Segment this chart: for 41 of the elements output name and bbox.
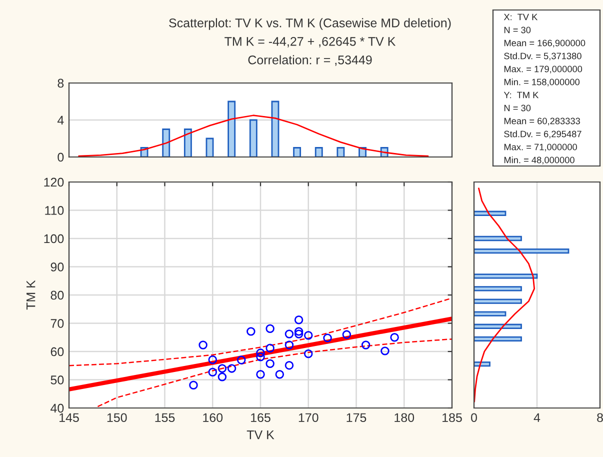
- text: Max. = 179,000000: [504, 66, 582, 74]
- text: Max. = 71,000000: [504, 144, 577, 152]
- y-tick-label: 100: [44, 234, 64, 244]
- x-tick-label: 8: [597, 413, 603, 422]
- x-tick-label: 150: [107, 413, 127, 422]
- text: Std.Dv. = 6,295487: [504, 130, 582, 138]
- text: Min. = 158,000000: [504, 78, 580, 86]
- text: Std.Dv. = 5,371380: [504, 52, 582, 60]
- x-tick-label: 4: [534, 413, 540, 422]
- x-tick-label: 185: [442, 413, 462, 422]
- x-tick-label: 180: [394, 413, 414, 422]
- text: Mean = 166,900000: [504, 40, 586, 48]
- y-axis-title: TM K: [26, 280, 36, 310]
- x-tick-label: 145: [60, 413, 79, 422]
- y-tick-label: 110: [45, 206, 64, 215]
- y-tick-label: 60: [50, 347, 64, 356]
- text: TM K = -44,27 + ,62645 * TV K: [224, 37, 396, 48]
- y-tick-label: 4: [57, 116, 64, 125]
- text: Y: TM K: [504, 92, 539, 98]
- y-tick-label: 0: [58, 152, 64, 162]
- chart-title: Scatterplot: TV K vs. TM K (Casewise MD deletion): [169, 18, 451, 30]
- y-tick-label: 90: [50, 262, 64, 272]
- text: X: TV K: [504, 14, 538, 20]
- y-tick-label: 40: [50, 404, 64, 413]
- y-tick-label: 8: [58, 78, 64, 88]
- text: Correlation: r = ,53449: [248, 55, 372, 66]
- text: Min. = 48,000000: [504, 156, 574, 164]
- x-tick-label: 175: [346, 413, 366, 422]
- y-tick-label: 80: [50, 290, 64, 300]
- text: Mean = 60,283333: [504, 118, 580, 126]
- y-tick-label: 50: [50, 376, 64, 384]
- text: N = 30: [504, 104, 531, 112]
- x-tick-label: 170: [298, 413, 318, 422]
- x-tick-label: 165: [251, 413, 270, 422]
- x-tick-label: 0: [471, 413, 477, 422]
- x-tick-label: 160: [203, 413, 223, 422]
- y-tick-label: 120: [44, 178, 64, 187]
- x-axis-title: TV K: [246, 430, 274, 440]
- y-tick-label: 70: [50, 319, 64, 328]
- text: N = 30: [504, 26, 531, 34]
- x-tick-label: 155: [155, 413, 175, 422]
